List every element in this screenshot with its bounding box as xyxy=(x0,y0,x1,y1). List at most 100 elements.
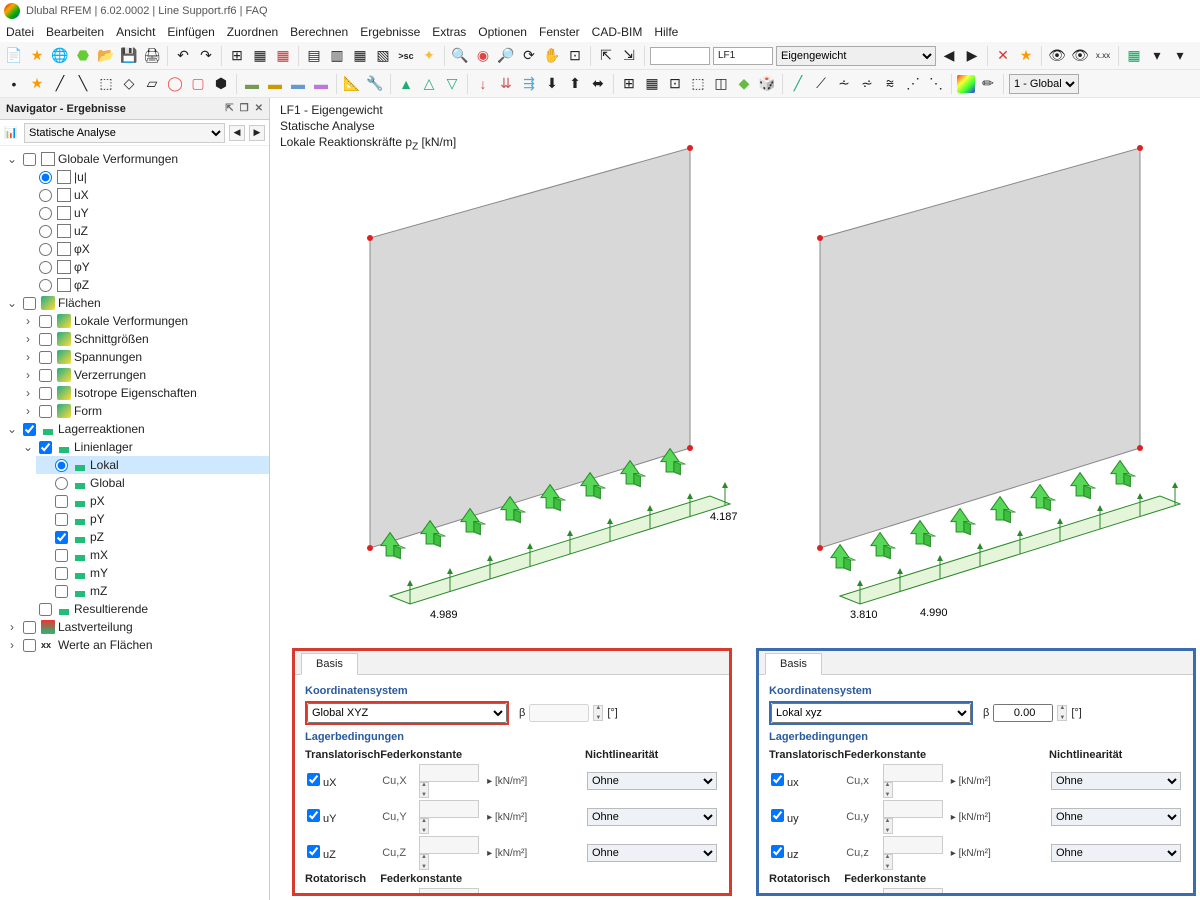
toolbar-icon[interactable]: ▦ xyxy=(642,74,662,94)
tree-label[interactable]: uY xyxy=(74,204,89,222)
tree-check[interactable] xyxy=(39,405,52,418)
toolbar-icon[interactable]: ◆ xyxy=(734,74,754,94)
toolbar-icon[interactable]: 👁 xyxy=(1047,46,1067,66)
toolbar-icon[interactable]: △ xyxy=(419,74,439,94)
tree-label[interactable]: Form xyxy=(74,402,102,420)
toolbar-icon[interactable]: ★ xyxy=(27,46,47,66)
tree-label[interactable]: mZ xyxy=(90,582,107,600)
tree-label[interactable]: Lokale Verformungen xyxy=(74,312,188,330)
dof-check[interactable] xyxy=(307,809,320,822)
toolbar-icon[interactable]: ⋰ xyxy=(903,74,923,94)
toolbar-icon[interactable]: 🔍 xyxy=(450,46,470,66)
toolbar-icon[interactable]: ⬆ xyxy=(565,74,585,94)
tree-radio[interactable] xyxy=(39,243,52,256)
toolbar-icon[interactable]: 🎲 xyxy=(757,74,777,94)
tree-check[interactable] xyxy=(55,495,68,508)
tree-check[interactable] xyxy=(55,531,68,544)
tree-label[interactable]: uX xyxy=(74,186,89,204)
loadcase-type-box[interactable] xyxy=(650,47,710,65)
toolbar-icon[interactable]: ⩪ xyxy=(834,74,854,94)
menu-ansicht[interactable]: Ansicht xyxy=(116,25,155,39)
toolbar-icon[interactable]: ▧ xyxy=(373,46,393,66)
toolbar-icon[interactable]: ◫ xyxy=(711,74,731,94)
toolbar-icon[interactable]: ⊡ xyxy=(665,74,685,94)
toolbar-icon[interactable]: ⩫ xyxy=(857,74,877,94)
tree-radio[interactable] xyxy=(39,279,52,292)
toolbar-icon[interactable]: ⬢ xyxy=(211,74,231,94)
toolbar-icon[interactable]: 👁 xyxy=(1070,46,1090,66)
dof-check[interactable] xyxy=(307,773,320,786)
toolbar-icon[interactable]: ◉ xyxy=(473,46,493,66)
tree-label[interactable]: Isotrope Eigenschaften xyxy=(74,384,197,402)
menu-optionen[interactable]: Optionen xyxy=(478,25,527,39)
toolbar-icon[interactable]: ↓ xyxy=(473,74,493,94)
toolbar-icon[interactable]: ▦ xyxy=(250,46,270,66)
toolbar-icon[interactable]: ⟳ xyxy=(519,46,539,66)
toolbar-icon[interactable]: 📐 xyxy=(342,74,362,94)
tree-check[interactable] xyxy=(23,297,36,310)
tree-label[interactable]: Resultierende xyxy=(74,600,148,618)
toolbar-icon[interactable]: ⟋ xyxy=(811,74,831,94)
toolbar-icon[interactable]: ╱ xyxy=(788,74,808,94)
toolbar-icon[interactable]: 🖨 xyxy=(142,46,162,66)
spring-value[interactable] xyxy=(883,800,943,818)
toolbar-icon[interactable]: 🔧 xyxy=(365,74,385,94)
tree-check[interactable] xyxy=(23,423,36,436)
nonlinearity-select[interactable]: Ohne xyxy=(1051,844,1181,862)
tree-label[interactable]: pY xyxy=(90,510,105,528)
beta-input[interactable] xyxy=(993,704,1053,722)
tree-label[interactable]: Spannungen xyxy=(74,348,142,366)
toolbar-icon[interactable]: ✏ xyxy=(978,74,998,94)
tree-label[interactable]: Werte an Flächen xyxy=(58,636,153,654)
coord-select-global[interactable]: Global XYZ xyxy=(307,703,507,723)
nonlinearity-select[interactable]: Ohne xyxy=(1051,808,1181,826)
toolbar-icon[interactable]: >sc xyxy=(396,46,416,66)
tab-basis[interactable]: Basis xyxy=(765,653,822,675)
dof-check[interactable] xyxy=(307,845,320,858)
spinner[interactable] xyxy=(593,705,603,721)
tree-check[interactable] xyxy=(39,441,52,454)
tree-label[interactable]: Lagerreaktionen xyxy=(58,420,145,438)
tree-label[interactable]: pZ xyxy=(90,528,104,546)
tree-label[interactable]: mX xyxy=(90,546,108,564)
dof-check[interactable] xyxy=(771,773,784,786)
tree-label[interactable]: Flächen xyxy=(58,294,101,312)
toolbar-icon[interactable]: ▦ xyxy=(350,46,370,66)
tree-label[interactable]: Schnittgrößen xyxy=(74,330,149,348)
tree-check[interactable] xyxy=(39,315,52,328)
tree-radio[interactable] xyxy=(39,189,52,202)
loadcase-id-box[interactable]: LF1 xyxy=(713,47,773,65)
toolbar-icon[interactable]: ▽ xyxy=(442,74,462,94)
tree-label[interactable]: φX xyxy=(74,240,90,258)
close-icon[interactable]: ✕ xyxy=(255,103,263,114)
prev-arrow[interactable]: ◀ xyxy=(229,125,245,141)
tree-label[interactable]: Lastverteilung xyxy=(58,618,133,636)
toolbar-icon[interactable]: ▢ xyxy=(188,74,208,94)
toolbar-icon[interactable]: ▦ xyxy=(273,46,293,66)
tab-basis[interactable]: Basis xyxy=(301,653,358,675)
toolbar-icon[interactable]: ▾ xyxy=(1170,46,1190,66)
tree-label[interactable]: Linienlager xyxy=(74,438,133,456)
spring-value[interactable] xyxy=(419,888,479,893)
nonlinearity-select[interactable]: Ohne xyxy=(1051,772,1181,790)
menu-extras[interactable]: Extras xyxy=(432,25,466,39)
toolbar-icon[interactable]: ╲ xyxy=(73,74,93,94)
toolbar-icon[interactable]: 💾 xyxy=(119,46,139,66)
global-cs-select[interactable]: 1 - Global xyxy=(1009,74,1079,94)
spinner[interactable] xyxy=(1057,705,1067,721)
dof-check[interactable] xyxy=(771,845,784,858)
tree-label[interactable]: pX xyxy=(90,492,105,510)
menu-ergebnisse[interactable]: Ergebnisse xyxy=(360,25,420,39)
toolbar-icon[interactable]: ◯ xyxy=(165,74,185,94)
tree-check[interactable] xyxy=(55,567,68,580)
toolbar-icon[interactable]: ⇊ xyxy=(496,74,516,94)
tree-check[interactable] xyxy=(55,513,68,526)
tree-label[interactable]: Global xyxy=(90,474,125,492)
coord-select-local[interactable]: Lokal xyz xyxy=(771,703,971,723)
tree-label[interactable]: Lokal xyxy=(90,456,119,474)
toolbar-icon[interactable]: ▬ xyxy=(242,74,262,94)
toolbar-icon[interactable]: ⩬ xyxy=(880,74,900,94)
toolbar-icon[interactable]: ⋱ xyxy=(926,74,946,94)
tree-label[interactable]: |u| xyxy=(74,168,87,186)
tree-check[interactable] xyxy=(23,621,36,634)
